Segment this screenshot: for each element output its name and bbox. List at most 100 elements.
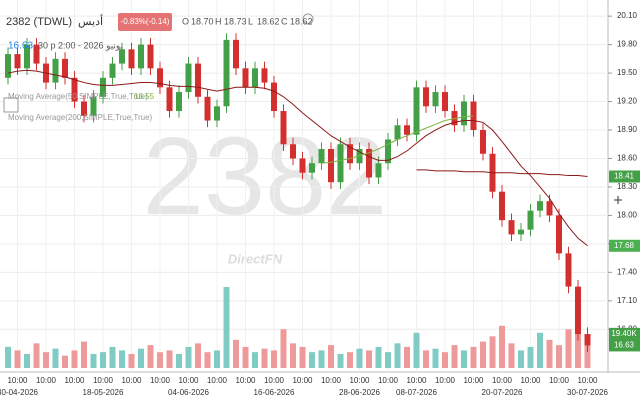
volume-bar — [157, 352, 163, 368]
volume-bar — [52, 348, 59, 368]
x-tick-label: 10:00 — [36, 376, 57, 385]
tool-button[interactable] — [3, 97, 19, 113]
candle-body — [442, 92, 448, 112]
volume-tag — [609, 327, 640, 340]
period: 30 p 2:00 - 2026 يونيو — [38, 40, 124, 51]
volume-bar — [176, 353, 182, 368]
candle-body — [138, 44, 144, 69]
y-tick-label: 19.20 — [617, 97, 638, 106]
volume-bar — [337, 353, 344, 368]
candle-body — [508, 220, 515, 235]
x-date-label: 18-05-2026 — [83, 388, 124, 397]
x-tick-label: 10:00 — [378, 376, 399, 385]
volume-bar — [128, 353, 135, 368]
volume-bar — [546, 339, 553, 368]
settings-icon[interactable] — [302, 13, 314, 25]
volume-bar — [470, 346, 477, 368]
change: -0.83%(-0.14) — [121, 17, 170, 26]
candle-body — [195, 63, 201, 97]
x-tick-label: 10:00 — [321, 376, 342, 385]
x-date-label: 08-07-2026 — [396, 388, 437, 397]
x-tick-label: 10:00 — [549, 376, 570, 385]
volume-bar — [166, 350, 173, 368]
legend-entry: Moving Average(200,SIMPLE,True,True) — [8, 113, 153, 122]
x-tick-label: 10:00 — [520, 376, 541, 385]
candle-body — [280, 111, 287, 145]
candle-body — [518, 229, 524, 235]
volume-bar — [5, 346, 11, 368]
x-date-label: 20-07-2026 — [482, 388, 523, 397]
volume-bar — [33, 343, 40, 368]
volume-bar — [499, 325, 505, 368]
volume-bar — [328, 345, 334, 368]
volume-bar — [81, 341, 87, 368]
x-tick-label: 10:00 — [150, 376, 171, 385]
quote-value: 18.73 — [224, 16, 247, 26]
candle-body — [52, 58, 59, 83]
x-tick-label: 10:00 — [492, 376, 513, 385]
x-date-label: 04-06-2026 — [168, 388, 209, 397]
x-date-label: 30-07-2026 — [567, 388, 608, 397]
candle-body — [100, 77, 106, 97]
x-tick-label: 10:00 — [207, 376, 228, 385]
x-tick-label: 10:00 — [264, 376, 285, 385]
y-tick-label: 19.50 — [617, 68, 638, 77]
x-tick-label: 10:00 — [64, 376, 85, 385]
volume-bar — [109, 346, 116, 368]
quote-key: L — [248, 16, 253, 26]
volume-bar — [537, 332, 543, 368]
candle-body — [33, 44, 40, 64]
candle-body — [423, 87, 429, 107]
candle-body — [556, 215, 562, 254]
candle-body — [157, 68, 163, 88]
candle-body — [527, 210, 534, 230]
quote-key: O — [182, 16, 189, 26]
volume-bar — [204, 352, 211, 368]
volume-bar — [366, 350, 372, 368]
candle-body — [499, 191, 505, 221]
header: 2382 (TDWL) أديس -0.83%(-0.14) 16.63 30 … — [3, 13, 622, 204]
candle-body — [185, 63, 192, 93]
volume-bar — [233, 339, 239, 368]
candle-body — [413, 87, 420, 135]
price-tag-label: 17.68 — [614, 241, 635, 250]
volume-bar — [242, 346, 249, 368]
quote-value: 18.62 — [257, 16, 280, 26]
candle-body — [480, 130, 486, 154]
volume-bar — [527, 346, 534, 368]
volume-bar — [480, 341, 486, 368]
x-tick-label: 10:00 — [435, 376, 456, 385]
volume-bar — [214, 350, 220, 368]
candle-body — [24, 44, 30, 69]
candle-body — [128, 49, 135, 69]
candle-body — [375, 163, 382, 178]
watermark: 2382 — [143, 115, 388, 238]
candle-body — [565, 253, 572, 287]
candle-body — [575, 286, 581, 335]
candle-body — [261, 68, 268, 83]
candle-body — [432, 92, 439, 107]
candle-body — [214, 106, 220, 121]
candle-body — [62, 58, 68, 78]
price-tag-label: 18.41 — [614, 172, 635, 181]
candle-body — [537, 201, 543, 211]
change-box — [118, 13, 172, 31]
volume-bar — [394, 343, 401, 368]
candle-body — [5, 54, 11, 78]
x-tick-label: 10:00 — [349, 376, 370, 385]
candles — [5, 33, 591, 353]
y-tick-label: 18.60 — [617, 154, 638, 163]
quote-value: 18.70 — [191, 16, 214, 26]
volume-bar — [451, 345, 458, 368]
volume-bar — [508, 343, 515, 368]
volume-bar — [461, 350, 467, 368]
volume-bar — [43, 352, 49, 368]
volume-bar — [299, 346, 306, 368]
price-tag-label: 16.63 — [614, 341, 635, 350]
volume-bar — [261, 348, 268, 368]
price-tag — [609, 170, 640, 183]
volume-bar — [575, 322, 581, 368]
symbol-name: أديس — [78, 14, 103, 28]
